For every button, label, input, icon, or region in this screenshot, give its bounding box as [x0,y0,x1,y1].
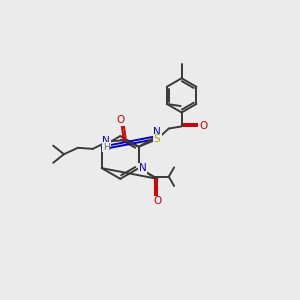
Text: H: H [103,143,110,152]
Text: O: O [199,122,207,131]
Text: N: N [154,128,161,137]
Text: O: O [153,196,161,206]
Text: O: O [116,115,124,125]
Text: N: N [139,163,146,173]
Text: S: S [154,134,160,144]
Text: N: N [102,136,110,146]
